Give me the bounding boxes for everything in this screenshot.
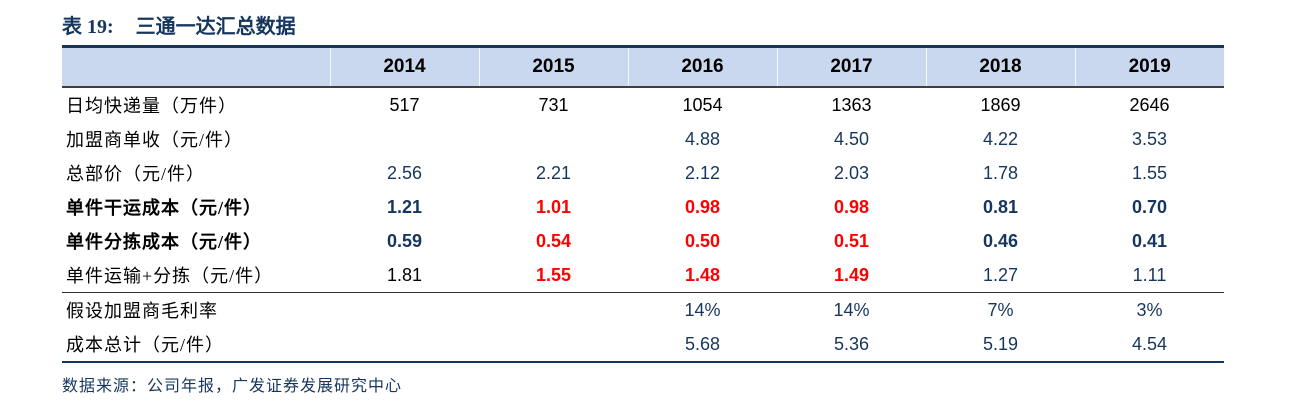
table-row: 成本总计（元/件） 5.68 5.36 5.19 4.54 [62,327,1224,363]
table-cell: 4.88 [684,128,721,149]
table-row: 单件干运成本（元/件） 1.21 1.01 0.98 0.98 0.81 0.70 [62,190,1224,224]
table-header-row: 2014 2015 2016 2017 2018 2019 [62,48,1224,88]
table-title: 表 19: 三通一达汇总数据 [62,12,1224,42]
source-note: 数据来源：公司年报，广发证券发展研究中心 [62,378,403,395]
table-cell: 1.81 [386,264,423,285]
row-label: 加盟商单收（元/件） [66,130,244,150]
table-row: 日均快递量（万件） 517 731 1054 1363 1869 2646 [62,87,1224,122]
table-cell: 0.70 [1131,196,1168,217]
table-cell: 0.98 [684,196,721,217]
table-cell: 2.21 [535,162,572,183]
table-cell: 1054 [682,94,723,115]
row-label: 成本总计（元/件） [62,327,330,363]
table-title-text: 三通一达汇总数据 [135,16,296,38]
table-cell: 5.68 [628,327,777,363]
table-cell: 1.55 [1131,162,1168,183]
table-row: 单件运输+分拣（元/件） 1.81 1.55 1.48 1.49 1.27 1.11 [62,258,1224,293]
header-cell-year: 2014 [329,48,479,88]
row-label: 假设加盟商毛利率 [62,292,330,327]
table-cell: 0.46 [982,230,1019,251]
table-cell: 2.56 [386,162,423,183]
table-cell [479,327,628,363]
table-cell: 1.55 [535,264,572,285]
table-cell [479,292,628,327]
header-cell-year: 2019 [1074,48,1224,88]
summary-table-wrapper: 2014 2015 2016 2017 2018 2019 日均快递量（万件） 517 731… [62,45,1224,363]
table-cell: 731 [538,94,569,115]
row-label: 单件运输+分拣（元/件） [66,266,274,286]
table-cell: 5.36 [777,327,926,363]
table-row: 单件分拣成本（元/件） 0.59 0.54 0.50 0.51 0.46 0.41 [62,224,1224,258]
table-cell: 2.12 [684,162,721,183]
table-cell: 4.22 [982,128,1019,149]
table-cell: 0.81 [982,196,1019,217]
table-cell: 1.49 [833,264,870,285]
table-row: 加盟商单收（元/件） 4.88 4.50 4.22 3.53 [62,122,1224,156]
row-label: 单件干运成本（元/件） [66,198,262,218]
header-cell-year: 2016 [627,48,777,88]
table-cell: 14% [777,292,926,327]
table-cell: 0.51 [833,230,870,251]
row-label: 日均快递量（万件） [66,96,237,116]
table-cell [330,292,479,327]
table-cell: 2.03 [833,162,870,183]
table-title-prefix: 表 19: [62,16,114,38]
table-cell: 1.01 [535,196,572,217]
table-cell: 14% [628,292,777,327]
table-cell: 0.41 [1131,230,1168,251]
header-cell-year: 2017 [776,48,926,88]
table-cell: 5.19 [926,327,1075,363]
table-cell: 1869 [980,94,1021,115]
table-cell: 0.50 [684,230,721,251]
table-cell: 2646 [1129,94,1170,115]
table-cell: 1.21 [386,196,423,217]
table-cell [479,122,628,156]
table-cell: 1.48 [684,264,721,285]
row-label: 总部价（元/件） [66,164,206,184]
table-cell: 1.11 [1132,264,1167,285]
table-cell: 517 [389,94,420,115]
table-cell: 0.98 [833,196,870,217]
row-label: 单件分拣成本（元/件） [66,232,262,252]
table-cell: 0.54 [535,230,572,251]
table-cell: 3.53 [1131,128,1168,149]
table-cell: 1.27 [982,264,1019,285]
table-cell: 7% [926,292,1075,327]
header-cell-year: 2018 [925,48,1075,88]
table-cell: 0.59 [386,230,423,251]
table-cell [330,327,479,363]
table-row: 总部价（元/件） 2.56 2.21 2.12 2.03 1.78 1.55 [62,156,1224,190]
table-cell: 3% [1075,292,1224,327]
header-cell-label [62,48,330,88]
table-cell: 4.54 [1075,327,1224,363]
table-cell [330,122,479,156]
table-cell: 1363 [831,94,872,115]
table-cell: 1.78 [982,162,1019,183]
summary-table: 2014 2015 2016 2017 2018 2019 日均快递量（万件） 517 731… [62,48,1224,363]
header-cell-year: 2015 [478,48,628,88]
table-row: 假设加盟商毛利率 14% 14% 7% 3% [62,292,1224,327]
table-cell: 4.50 [833,128,870,149]
